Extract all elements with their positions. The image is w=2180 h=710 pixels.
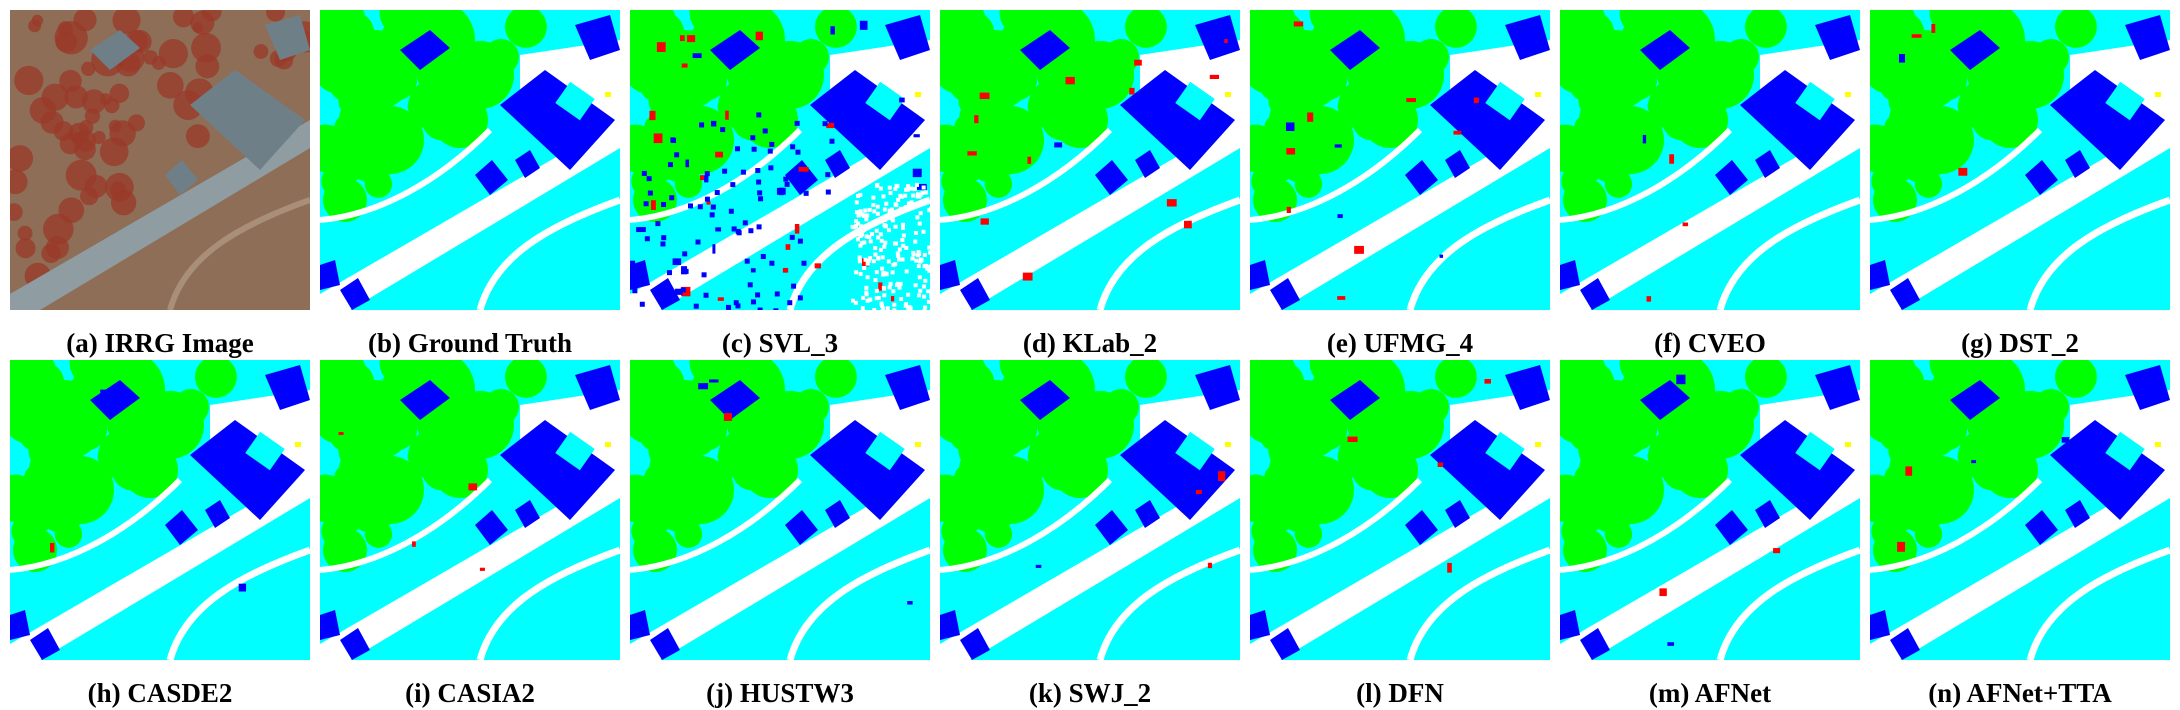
hustw3-map	[630, 360, 930, 660]
caption-afnet: (m) AFNet	[1648, 678, 1772, 708]
caption-afnet-tta: (n) AFNet+TTA	[1928, 678, 2112, 708]
cveo-map	[1560, 10, 1860, 310]
panel-ground-truth: (b) Ground Truth	[320, 10, 620, 358]
aerial-photo	[10, 10, 310, 310]
segmentation-map	[1870, 10, 2170, 310]
segmentation-map	[1560, 360, 1860, 660]
ground-truth-map	[320, 10, 620, 310]
caption-ground-truth: (b) Ground Truth	[367, 328, 573, 358]
ufmg-4-map	[1250, 10, 1550, 310]
panel-swj-2: (k) SWJ_2	[940, 360, 1240, 708]
afnet-map	[1560, 360, 1860, 660]
dfn-map	[1250, 360, 1550, 660]
segmentation-map	[320, 360, 620, 660]
segmentation-map	[1250, 360, 1550, 660]
segmentation-map	[940, 10, 1240, 310]
caption-dfn: (l) DFN	[1356, 678, 1444, 708]
panel-afnet-tta: (n) AFNet+TTA	[1870, 360, 2170, 708]
panel-afnet: (m) AFNet	[1560, 360, 1860, 708]
panel-klab-2: (d) KLab_2	[940, 10, 1240, 358]
panel-hustw3: (j) HUSTW3	[630, 360, 930, 708]
segmentation-map	[320, 10, 620, 310]
svl-3-map	[630, 10, 930, 310]
panel-dst-2: (g) DST_2	[1870, 10, 2170, 358]
segmentation-map	[10, 360, 310, 660]
segmentation-map	[630, 10, 930, 310]
caption-swj-2: (k) SWJ_2	[1028, 678, 1152, 708]
caption-irrg-image: (a) IRRG Image	[66, 328, 254, 358]
segmentation-map	[1870, 360, 2170, 660]
panel-casia2: (i) CASIA2	[320, 360, 620, 708]
caption-casde2: (h) CASDE2	[87, 678, 233, 708]
panel-irrg-image: (a) IRRG Image	[10, 10, 310, 358]
caption-klab-2: (d) KLab_2	[1022, 328, 1158, 358]
segmentation-map	[1560, 10, 1860, 310]
swj-2-map	[940, 360, 1240, 660]
irrg-image	[10, 10, 310, 310]
panel-dfn: (l) DFN	[1250, 360, 1550, 708]
panel-ufmg-4: (e) UFMG_4	[1250, 10, 1550, 358]
caption-dst-2: (g) DST_2	[1961, 328, 2079, 358]
caption-cveo: (f) CVEO	[1654, 328, 1766, 358]
klab-2-map	[940, 10, 1240, 310]
afnet-tta-map	[1870, 360, 2170, 660]
dst-2-map	[1870, 10, 2170, 310]
panel-cveo: (f) CVEO	[1560, 10, 1860, 358]
panel-casde2: (h) CASDE2	[10, 360, 310, 708]
caption-casia2: (i) CASIA2	[405, 678, 535, 708]
segmentation-map	[940, 360, 1240, 660]
casde2-map	[10, 360, 310, 660]
casia2-map	[320, 360, 620, 660]
segmentation-map	[630, 360, 930, 660]
caption-svl-3: (c) SVL_3	[721, 328, 839, 358]
panel-svl-3: (c) SVL_3	[630, 10, 930, 358]
caption-ufmg-4: (e) UFMG_4	[1326, 328, 1474, 358]
caption-hustw3: (j) HUSTW3	[706, 678, 854, 708]
segmentation-map	[1250, 10, 1550, 310]
